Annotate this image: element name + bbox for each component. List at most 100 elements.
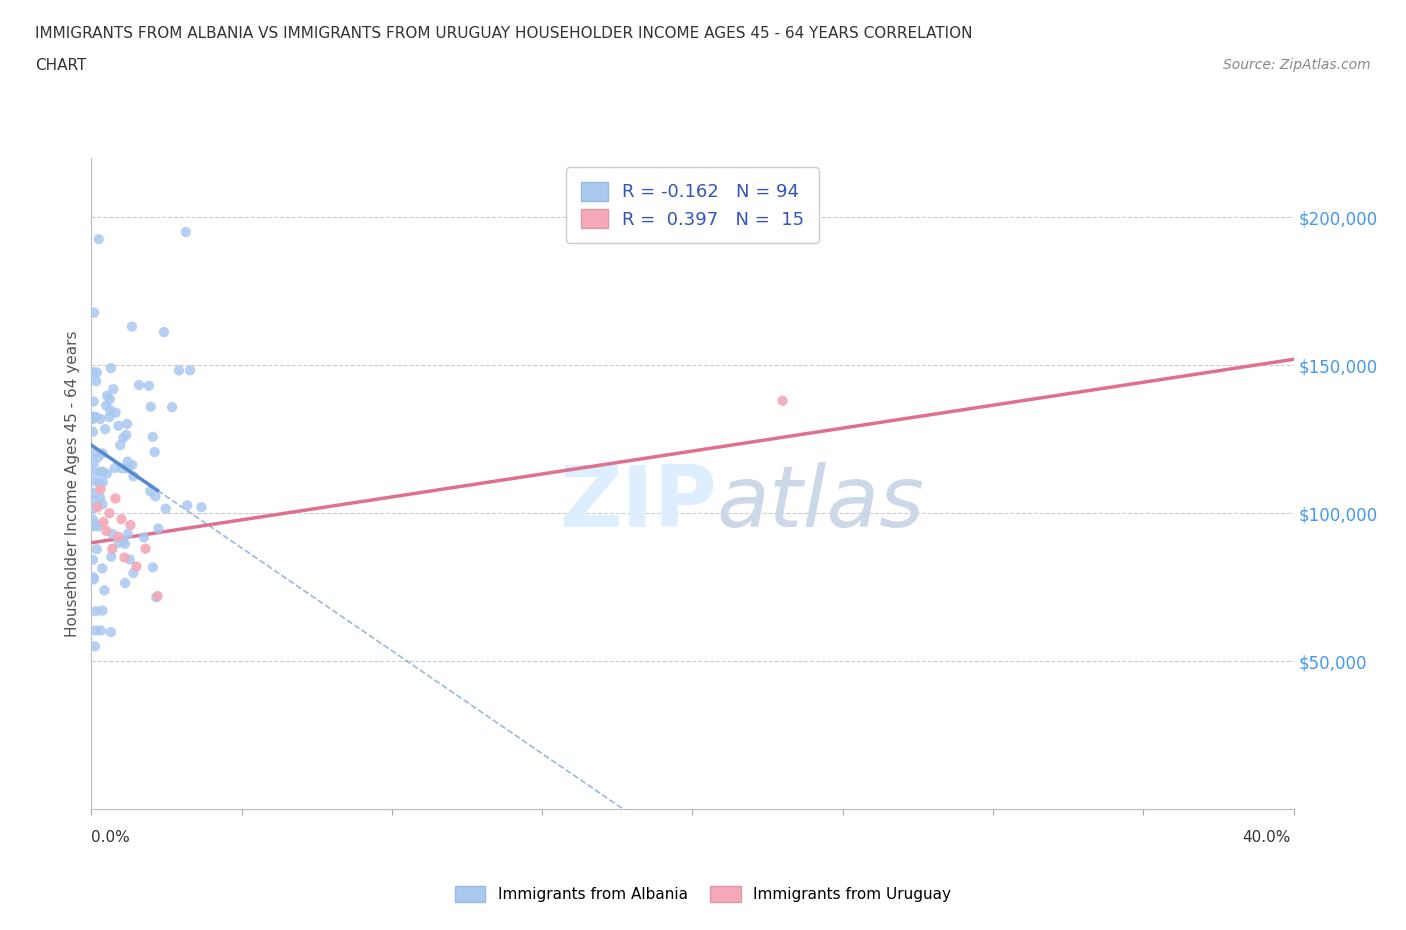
Point xyxy=(86,541,108,556)
Point xyxy=(121,319,143,334)
Point xyxy=(87,232,110,246)
Point xyxy=(100,361,122,376)
Point xyxy=(82,501,104,516)
Point xyxy=(82,411,104,426)
Point xyxy=(91,604,114,618)
Point xyxy=(87,450,110,465)
Point xyxy=(138,379,160,393)
Point xyxy=(83,519,105,534)
Point xyxy=(83,446,105,461)
Point xyxy=(111,534,134,549)
Point xyxy=(128,378,150,392)
Point xyxy=(107,418,129,433)
Text: 0.0%: 0.0% xyxy=(91,830,131,844)
Point xyxy=(83,572,105,587)
Point xyxy=(89,476,111,491)
Point xyxy=(114,551,136,565)
Point xyxy=(83,518,105,533)
Point xyxy=(143,445,166,459)
Point xyxy=(107,536,129,551)
Point xyxy=(139,399,162,414)
Point xyxy=(139,484,162,498)
Point xyxy=(148,521,170,536)
Point xyxy=(93,583,115,598)
Point xyxy=(121,458,143,472)
Point xyxy=(82,365,104,379)
Point xyxy=(82,411,104,426)
Text: 40.0%: 40.0% xyxy=(1243,830,1291,844)
Point xyxy=(100,550,122,565)
Point xyxy=(125,559,148,574)
Legend: R = -0.162   N = 94, R =  0.397   N =  15: R = -0.162 N = 94, R = 0.397 N = 15 xyxy=(567,167,818,243)
Point xyxy=(174,225,197,240)
Point xyxy=(98,506,121,521)
Point xyxy=(101,526,124,541)
Point xyxy=(82,552,104,567)
Point xyxy=(84,374,107,389)
Point xyxy=(84,639,107,654)
Point xyxy=(160,400,183,415)
Point xyxy=(103,381,125,396)
Text: CHART: CHART xyxy=(35,58,87,73)
Point xyxy=(111,461,134,476)
Point xyxy=(94,421,117,436)
Point xyxy=(98,409,121,424)
Point xyxy=(167,363,190,378)
Point xyxy=(142,430,165,445)
Point xyxy=(84,409,107,424)
Point xyxy=(117,454,139,469)
Point xyxy=(132,530,155,545)
Point xyxy=(91,446,114,461)
Point xyxy=(83,457,105,472)
Point xyxy=(86,365,108,380)
Text: Source: ZipAtlas.com: Source: ZipAtlas.com xyxy=(1223,58,1371,72)
Point xyxy=(82,512,104,527)
Point xyxy=(104,491,127,506)
Point xyxy=(112,431,135,445)
Point xyxy=(89,482,111,497)
Point xyxy=(83,570,105,585)
Point xyxy=(122,469,145,484)
Text: ZIP: ZIP xyxy=(558,461,717,545)
Point xyxy=(118,552,141,567)
Point xyxy=(82,493,104,508)
Point xyxy=(89,490,111,505)
Point xyxy=(145,489,167,504)
Y-axis label: Householder Income Ages 45 - 64 years: Householder Income Ages 45 - 64 years xyxy=(65,330,80,637)
Point xyxy=(145,590,167,604)
Point xyxy=(110,512,132,526)
Point xyxy=(82,394,104,409)
Point xyxy=(96,524,118,538)
Point xyxy=(100,625,122,640)
Point xyxy=(142,560,165,575)
Point xyxy=(91,464,114,479)
Point xyxy=(96,398,118,413)
Point xyxy=(107,529,129,544)
Point xyxy=(96,388,118,403)
Point xyxy=(87,519,110,534)
Point xyxy=(122,565,145,580)
Point xyxy=(115,428,138,443)
Point xyxy=(114,537,136,551)
Point xyxy=(90,623,112,638)
Point xyxy=(93,514,115,529)
Point xyxy=(82,464,104,479)
Point xyxy=(153,325,176,339)
Point xyxy=(190,499,212,514)
Point xyxy=(98,403,121,418)
Text: atlas: atlas xyxy=(717,461,925,545)
Point xyxy=(110,438,132,453)
Point xyxy=(155,501,177,516)
Point xyxy=(176,498,198,512)
Point xyxy=(117,461,139,476)
Point xyxy=(84,517,107,532)
Point xyxy=(82,409,104,424)
Point xyxy=(82,424,104,439)
Point xyxy=(82,485,104,500)
Point xyxy=(91,561,114,576)
Point xyxy=(86,499,108,514)
Point xyxy=(179,363,201,378)
Point xyxy=(91,475,114,490)
Point xyxy=(146,589,169,604)
Point xyxy=(134,541,156,556)
